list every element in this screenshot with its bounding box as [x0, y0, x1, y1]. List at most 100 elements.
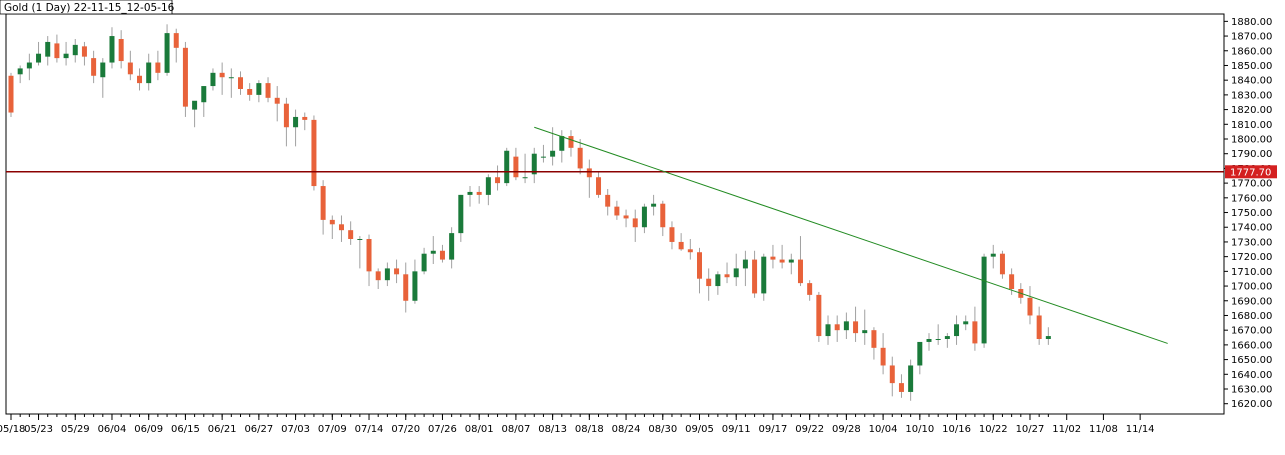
- candle-bearish: [623, 215, 629, 219]
- candle-bullish: [293, 116, 299, 128]
- candle-bearish: [1036, 315, 1042, 339]
- candle-bullish: [926, 339, 932, 342]
- x-tick-label: 10/22: [979, 424, 1008, 435]
- candle-bearish: [283, 103, 289, 128]
- x-tick-label: 06/27: [244, 424, 273, 435]
- candle-bearish: [770, 256, 776, 260]
- candle-bullish: [825, 324, 831, 337]
- candle-bullish: [504, 150, 510, 184]
- candle-bullish: [559, 136, 565, 151]
- candle-bearish: [247, 89, 253, 95]
- candle-bullish: [458, 194, 464, 234]
- candle-bullish: [981, 256, 987, 344]
- x-tick-label: 06/21: [208, 424, 237, 435]
- candle-bearish: [91, 58, 97, 76]
- y-tick-label: 1670.00: [1231, 326, 1272, 337]
- y-tick-label: 1770.00: [1231, 179, 1272, 190]
- x-tick-label: 10/04: [869, 424, 898, 435]
- candle-bearish: [669, 227, 675, 242]
- x-tick-label: 11/14: [1126, 424, 1155, 435]
- candle-bearish: [495, 177, 501, 184]
- y-tick-label: 1680.00: [1231, 311, 1272, 322]
- x-tick-label: 05/23: [24, 424, 53, 435]
- x-tick-label: 09/17: [759, 424, 788, 435]
- candle-bullish: [1045, 336, 1051, 339]
- candle-bullish: [954, 324, 960, 337]
- candle-bullish: [540, 156, 546, 158]
- candle-bullish: [430, 250, 436, 254]
- candle-bullish: [210, 72, 216, 87]
- candle-bearish: [678, 241, 684, 250]
- y-tick-label: 1870.00: [1231, 32, 1272, 43]
- x-tick-label: 08/07: [501, 424, 530, 435]
- candle-bearish: [797, 259, 803, 284]
- candle-bullish: [449, 233, 455, 260]
- y-tick-label: 1790.00: [1231, 149, 1272, 160]
- x-tick-label: 10/27: [1016, 424, 1045, 435]
- x-tick-label: 08/24: [612, 424, 641, 435]
- candle-bullish: [531, 153, 537, 175]
- candle-bullish: [550, 150, 556, 157]
- y-tick-label: 1850.00: [1231, 61, 1272, 72]
- x-tick-label: 07/20: [391, 424, 420, 435]
- candle-bearish: [320, 186, 326, 220]
- candle-bearish: [834, 324, 840, 331]
- candle-bearish: [366, 239, 372, 272]
- y-tick-label: 1760.00: [1231, 193, 1272, 204]
- candle-bullish: [651, 203, 657, 207]
- candle-bearish: [853, 321, 859, 334]
- x-tick-label: 11/02: [1052, 424, 1081, 435]
- y-tick-label: 1840.00: [1231, 76, 1272, 87]
- y-tick-label: 1720.00: [1231, 252, 1272, 263]
- candle-bullish: [862, 330, 868, 334]
- candle-bullish: [944, 336, 950, 339]
- candle-bullish: [788, 259, 794, 263]
- candle-bullish: [109, 36, 115, 63]
- candle-bearish: [338, 224, 344, 231]
- candle-bearish: [394, 268, 400, 275]
- candle-bullish: [908, 365, 914, 392]
- candle-bearish: [889, 365, 895, 384]
- candle-bearish: [274, 97, 280, 104]
- candle-bullish: [192, 100, 198, 110]
- current-price-marker: 1777.70: [1225, 165, 1277, 179]
- y-tick-label: 1660.00: [1231, 340, 1272, 351]
- y-tick-label: 1880.00: [1231, 17, 1272, 28]
- chart-title: Gold (1 Day) 22-11-15_12-05-16: [4, 2, 175, 14]
- candle-bearish: [118, 39, 124, 62]
- x-tick-label: 09/11: [722, 424, 751, 435]
- candle-bearish: [155, 62, 161, 73]
- x-tick-label: 05/29: [61, 424, 90, 435]
- candle-bullish: [45, 41, 51, 57]
- candle-bearish: [687, 249, 693, 253]
- candle-bearish: [660, 203, 666, 228]
- x-tick-label: 06/04: [98, 424, 127, 435]
- candle-bearish: [311, 119, 317, 187]
- x-tick-label: 09/22: [795, 424, 824, 435]
- candle-bearish: [586, 168, 592, 178]
- candle-bullish: [843, 321, 849, 331]
- candle-bearish: [632, 218, 638, 228]
- candle-bearish: [596, 177, 602, 195]
- candle-bearish: [972, 321, 978, 344]
- current-price-box: [1225, 165, 1277, 179]
- candle-bullish: [715, 274, 721, 287]
- candle-bearish: [54, 43, 60, 59]
- x-tick-label: 07/26: [428, 424, 457, 435]
- candle-bullish: [26, 62, 32, 69]
- candle-bearish: [577, 147, 583, 169]
- x-tick-label: 08/30: [648, 424, 677, 435]
- y-tick-label: 1860.00: [1231, 46, 1272, 57]
- x-tick-label: 08/18: [575, 424, 604, 435]
- candle-bullish: [990, 253, 996, 257]
- candle-bearish: [880, 347, 886, 366]
- candle-bullish: [100, 62, 106, 78]
- candle-bullish: [357, 239, 363, 240]
- candle-bearish: [724, 274, 730, 278]
- candle-bearish: [127, 62, 133, 75]
- candle-bullish: [36, 53, 42, 63]
- candle-bearish: [302, 116, 308, 120]
